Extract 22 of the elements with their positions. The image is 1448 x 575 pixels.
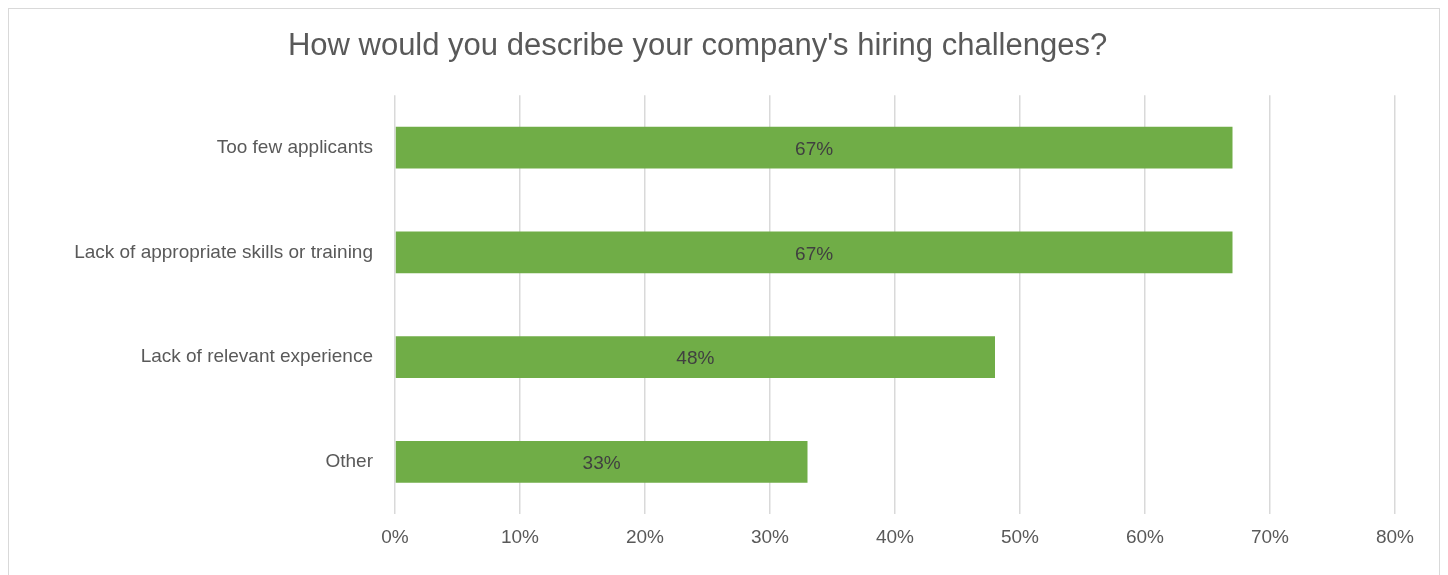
data-label: 48% [676,347,715,369]
data-label: 67% [795,137,834,159]
x-tick-label: 40% [875,525,915,547]
bar [395,440,808,483]
y-tick-label: Other [325,450,374,472]
x-tick-label: 80% [1375,525,1415,547]
y-tick-label: Lack of relevant experience [140,345,373,367]
bar [395,126,1233,169]
x-tick-label: 20% [625,525,665,547]
x-tick-label: 30% [750,525,790,547]
y-tick-label: Too few applicants [216,135,373,157]
x-tick-label: 70% [1250,525,1290,547]
bar [395,231,1233,274]
x-tick-label: 60% [1125,525,1165,547]
x-tick-label: 50% [1000,525,1040,547]
bar [395,336,995,379]
y-tick-label: Lack of appropriate skills or training [74,240,373,262]
chart-title: How would you describe your company's hiring challenges? [287,27,1108,63]
x-tick-label: 0% [381,525,409,547]
x-tick-label: 10% [500,525,540,547]
data-label: 67% [795,242,834,264]
data-label: 33% [582,452,621,474]
